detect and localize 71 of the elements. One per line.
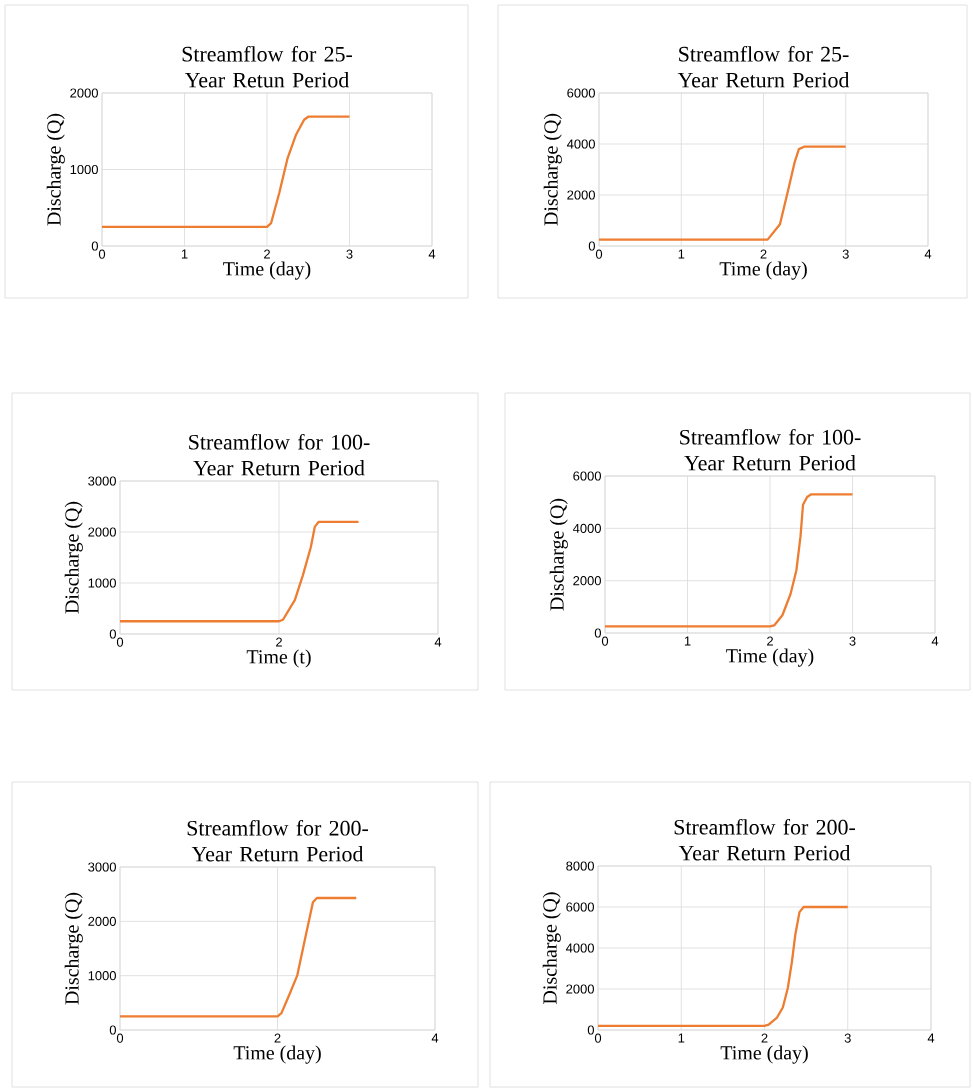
x-tick-label: 2: [276, 637, 282, 647]
x-tick-label: 4: [428, 249, 436, 259]
y-tick-label: 4000: [565, 943, 594, 953]
x-axis-title: Time (day): [719, 261, 807, 280]
chart-title: Streamflow for 100-Year Return Period: [189, 433, 370, 476]
x-tick-label: 4: [924, 249, 932, 259]
x-axis-title: Time (day): [223, 261, 311, 280]
chart-title: Streamflow for 100-Year Return Period: [680, 428, 861, 471]
y-tick-label: 1000: [88, 971, 116, 981]
y-tick-label: 2000: [573, 576, 601, 586]
chart-title: Streamflow for 25-Year Retun Period: [182, 45, 353, 88]
y-tick-label: 0: [594, 628, 601, 638]
x-tick-label: 2: [760, 249, 767, 259]
line-series: [605, 493, 854, 628]
y-tick-label: 6000: [573, 471, 601, 481]
y-axis-title: Discharge (Q): [542, 892, 561, 1004]
y-tick-label: 6000: [566, 902, 594, 912]
x-tick-label: 3: [849, 636, 856, 646]
x-tick-label: 2: [767, 636, 773, 646]
y-axis-title: Discharge (Q): [543, 113, 562, 226]
x-tick-label: 1: [678, 1033, 685, 1043]
x-tick-label: 1: [684, 636, 691, 646]
x-tick-label: 0: [116, 637, 124, 647]
line-series: [599, 145, 847, 241]
y-tick-label: 0: [109, 1025, 116, 1035]
y-tick-label: 2000: [567, 190, 595, 200]
x-tick-label: 2: [274, 1033, 281, 1043]
x-tick-label: 2: [264, 249, 270, 259]
x-tick-label: 3: [346, 249, 353, 259]
x-tick-label: 4: [434, 637, 442, 647]
y-tick-label: 0: [588, 241, 595, 251]
line-series: [120, 896, 358, 1018]
chart-title: Streamflow for 200-Year Return Period: [674, 818, 856, 861]
y-tick-label: 0: [91, 241, 98, 251]
x-tick-label: 1: [181, 249, 188, 259]
y-axis-title: Discharge (Q): [64, 501, 83, 614]
y-tick-label: 1000: [88, 578, 116, 588]
x-tick-label: 0: [601, 636, 609, 646]
line-series: [102, 115, 351, 229]
x-axis-title: Time (day): [233, 1045, 321, 1064]
x-axis-title: Time (day): [720, 1045, 808, 1064]
y-tick-label: 2000: [88, 527, 116, 537]
y-tick-label: 2000: [70, 88, 98, 98]
y-tick-label: 8000: [566, 861, 594, 871]
x-tick-label: 3: [842, 249, 849, 259]
x-tick-label: 3: [844, 1033, 851, 1043]
chart-title: Streamflow for 200-Year Return Period: [187, 819, 369, 862]
y-tick-label: 4000: [566, 139, 595, 149]
y-tick-label: 6000: [567, 88, 595, 98]
y-tick-label: 3000: [88, 862, 116, 872]
y-tick-label: 2000: [88, 916, 116, 926]
x-tick-label: 2: [761, 1033, 768, 1043]
line-series: [598, 905, 849, 1028]
y-axis-title: Discharge (Q): [46, 113, 65, 226]
x-tick-label: 4: [931, 636, 939, 646]
x-tick-label: 4: [927, 1033, 935, 1043]
y-tick-label: 0: [109, 629, 116, 639]
x-tick-label: 1: [678, 249, 685, 259]
chart-title: Streamflow for 25-Year Return Period: [677, 45, 850, 88]
y-tick-label: 0: [587, 1025, 594, 1035]
y-tick-label: 2000: [566, 984, 594, 994]
x-tick-label: 0: [116, 1033, 124, 1043]
y-tick-label: 1000: [70, 164, 98, 175]
x-tick-label: 4: [431, 1033, 439, 1043]
x-axis-title: Time (t): [246, 649, 311, 668]
y-tick-label: 4000: [572, 523, 601, 533]
line-series: [120, 520, 360, 623]
x-axis-title: Time (day): [726, 648, 814, 667]
y-axis-title: Discharge (Q): [549, 498, 568, 611]
y-tick-label: 3000: [88, 476, 116, 486]
y-axis-title: Discharge (Q): [64, 892, 83, 1005]
